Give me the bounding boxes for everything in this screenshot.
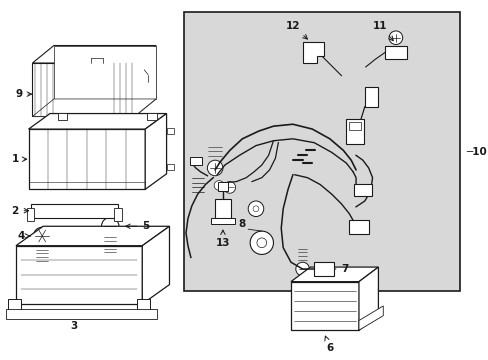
Text: 12: 12: [285, 21, 307, 39]
Bar: [348, 220, 368, 234]
Text: 11: 11: [372, 21, 392, 41]
Text: 4: 4: [17, 231, 30, 241]
Bar: [348, 122, 360, 130]
Circle shape: [33, 227, 51, 245]
Bar: [189, 157, 201, 165]
Text: 9: 9: [15, 89, 31, 99]
Bar: [353, 184, 371, 196]
Bar: [346, 120, 363, 144]
Polygon shape: [30, 204, 118, 217]
Text: 8: 8: [238, 219, 245, 229]
Polygon shape: [54, 45, 156, 99]
Bar: [58, 113, 67, 120]
Polygon shape: [6, 309, 157, 319]
Circle shape: [295, 262, 309, 276]
Circle shape: [119, 113, 128, 123]
Bar: [218, 181, 227, 191]
Polygon shape: [137, 299, 150, 314]
Polygon shape: [145, 113, 166, 189]
Circle shape: [101, 208, 106, 213]
Circle shape: [250, 231, 273, 255]
Text: 2: 2: [11, 206, 29, 216]
Polygon shape: [28, 129, 145, 189]
Bar: [211, 219, 234, 224]
Polygon shape: [114, 208, 122, 221]
Circle shape: [134, 113, 144, 123]
Text: 13: 13: [215, 230, 230, 248]
Text: 3: 3: [70, 321, 78, 332]
Polygon shape: [358, 306, 383, 330]
Circle shape: [248, 201, 263, 217]
Circle shape: [256, 238, 266, 248]
Bar: [166, 128, 174, 134]
Text: 1: 1: [11, 154, 27, 164]
Bar: [314, 262, 333, 276]
Bar: [147, 113, 157, 120]
Polygon shape: [16, 246, 142, 304]
Text: 5: 5: [125, 221, 149, 231]
Text: 7: 7: [316, 264, 348, 274]
Circle shape: [42, 208, 48, 213]
Polygon shape: [16, 226, 169, 246]
Text: ─10: ─10: [465, 147, 486, 157]
Polygon shape: [32, 63, 134, 116]
Polygon shape: [290, 282, 358, 330]
Bar: [166, 164, 174, 170]
Circle shape: [388, 31, 402, 45]
Polygon shape: [27, 208, 34, 221]
Polygon shape: [32, 45, 156, 63]
Circle shape: [253, 206, 258, 212]
Text: 6: 6: [324, 336, 333, 353]
Polygon shape: [134, 45, 156, 116]
Circle shape: [214, 181, 224, 190]
Polygon shape: [290, 267, 378, 282]
Polygon shape: [142, 226, 169, 304]
Circle shape: [102, 217, 119, 235]
Circle shape: [207, 160, 223, 176]
Polygon shape: [28, 113, 166, 129]
Polygon shape: [302, 42, 324, 63]
Circle shape: [88, 113, 98, 123]
Circle shape: [224, 181, 235, 193]
Circle shape: [57, 113, 66, 123]
Circle shape: [103, 113, 113, 123]
Bar: [385, 45, 406, 59]
Polygon shape: [8, 299, 21, 314]
Bar: [364, 87, 378, 107]
Bar: [215, 199, 230, 219]
Circle shape: [72, 113, 82, 123]
Bar: [183, 13, 459, 291]
Polygon shape: [358, 267, 378, 330]
Polygon shape: [32, 99, 156, 116]
